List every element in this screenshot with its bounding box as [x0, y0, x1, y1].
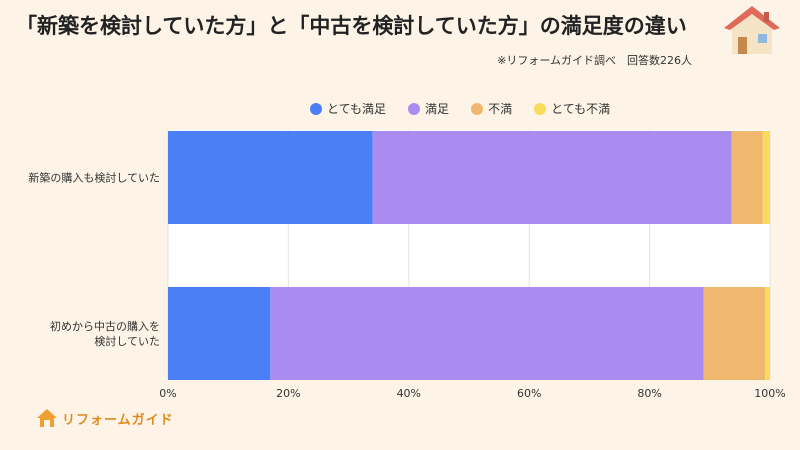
legend-label: とても満足	[327, 102, 387, 116]
legend-label: とても不満	[551, 102, 611, 116]
category-label: 検討していた	[94, 334, 160, 348]
category-label: 新築の購入も検討していた	[28, 171, 160, 185]
logo-text: リフォームガイド	[62, 412, 174, 428]
legend-swatch	[471, 102, 484, 115]
source-note: ※リフォームガイド調べ 回答数226人	[497, 54, 692, 67]
bar-segment	[168, 131, 373, 224]
legend-item-0: とても満足	[310, 100, 386, 117]
bar-segment	[731, 131, 763, 224]
x-tick-label: 40%	[397, 387, 421, 400]
x-tick-label: 0%	[159, 387, 176, 400]
bar-segment	[270, 287, 704, 380]
x-tick-label: 100%	[754, 387, 785, 400]
legend-swatch	[408, 102, 421, 115]
chart-title: 「新築を検討していた方」と「中古を検討していた方」の満足度の違い	[16, 14, 687, 38]
logo: リフォームガイド	[36, 408, 174, 428]
legend-item-2: 不満	[471, 100, 512, 117]
chart-legend: とても満足 満足 不満 とても不満	[310, 100, 610, 117]
legend-item-1: 満足	[408, 100, 449, 117]
legend-label: 満足	[425, 102, 450, 116]
bar-segment	[703, 287, 766, 380]
bar-segment	[762, 131, 770, 224]
bar-segment	[372, 131, 732, 224]
category-label: 初めから中古の購入を	[50, 319, 160, 333]
legend-item-3: とても不満	[534, 100, 610, 117]
house-logo-icon	[37, 409, 57, 427]
x-tick-label: 60%	[517, 387, 541, 400]
x-tick-label: 20%	[276, 387, 300, 400]
bar-segment	[168, 287, 271, 380]
legend-swatch	[310, 102, 322, 115]
legend-label: 不満	[488, 102, 513, 116]
house-icon	[724, 6, 780, 54]
bar-segment	[765, 287, 770, 380]
legend-swatch	[534, 102, 547, 115]
x-tick-label: 80%	[637, 387, 661, 400]
